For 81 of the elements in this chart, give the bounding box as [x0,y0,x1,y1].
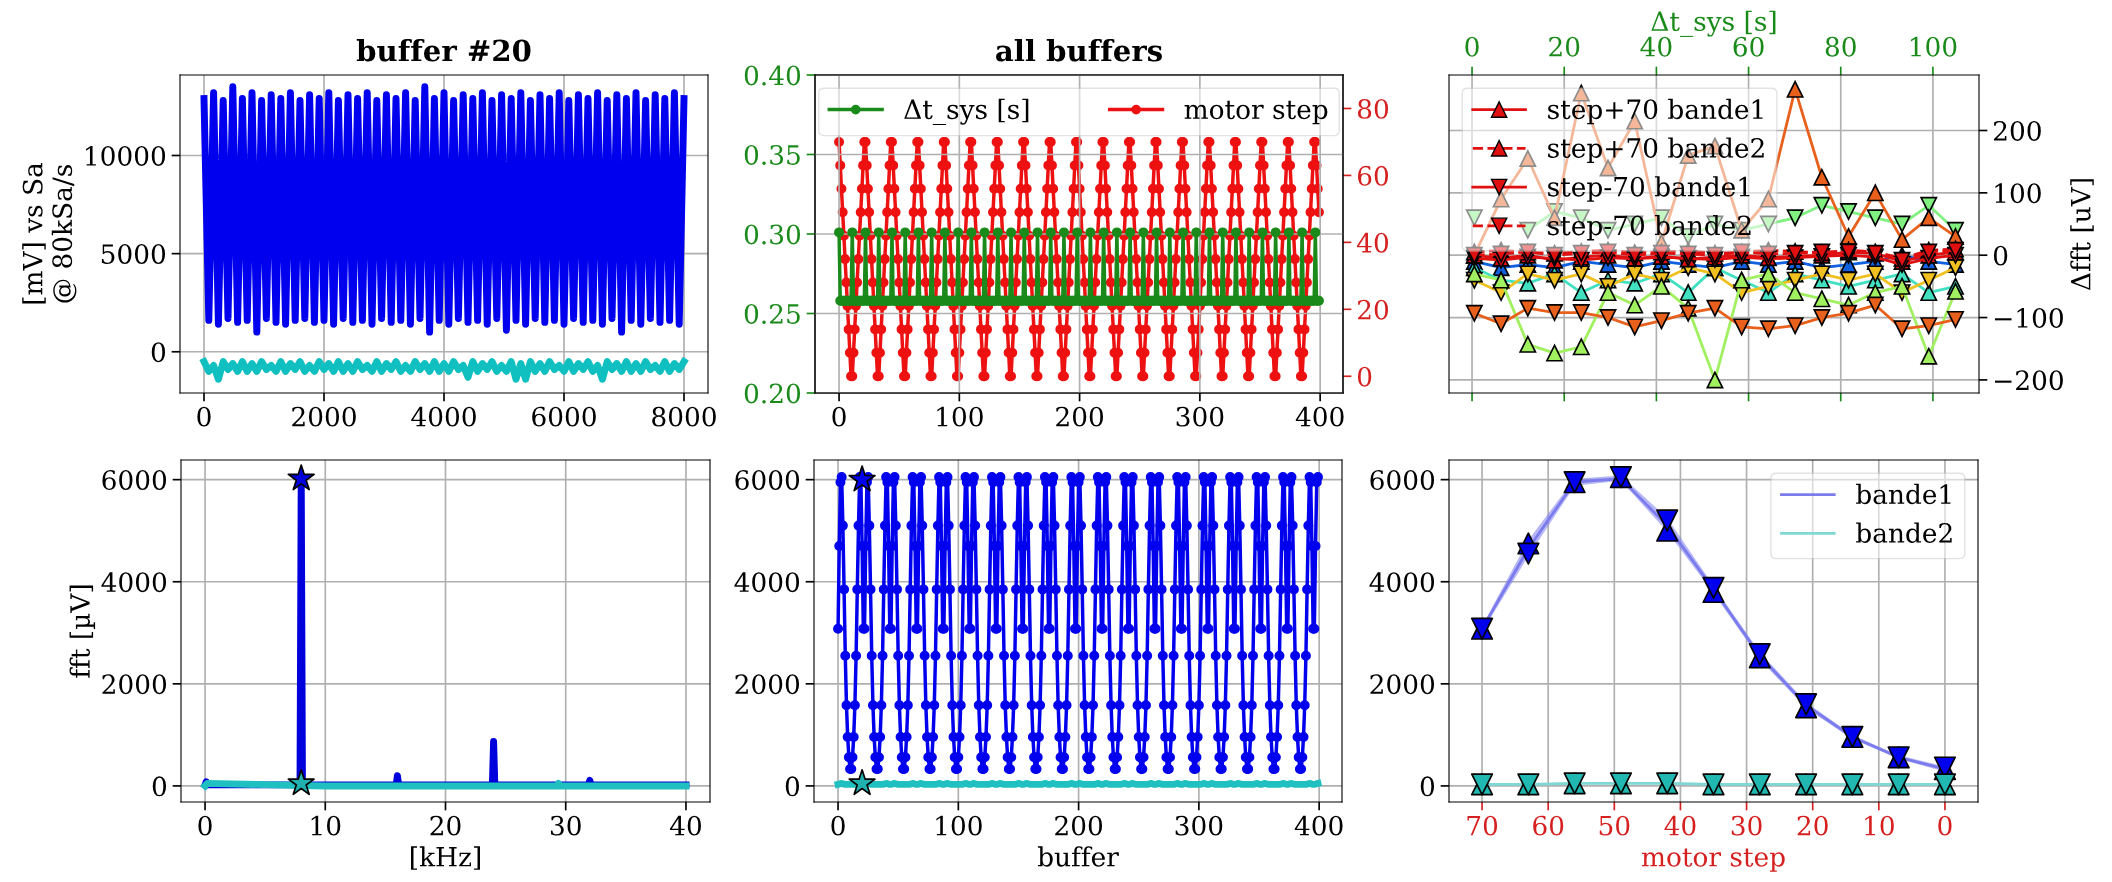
chart-title: all buffers [996,38,1162,62]
y2-tick-label: 20 [1357,299,1389,320]
x-tick-label: 300 [1176,406,1224,427]
y-tick-label: 0.25 [744,303,800,324]
legend-label: motor step [1184,100,1328,125]
x-tick-label: 40 [1640,36,1672,57]
y-tick-label: 2000 [102,674,167,695]
x-tick-label: 400 [1295,406,1344,427]
y-tick-label: 0 [785,776,800,797]
x-tick-label: 20 [1797,815,1828,836]
x-axis-title: [kHz] [411,846,480,870]
y-tick-label: 2000 [1370,674,1435,695]
y2-tick-label: 60 [1357,165,1389,186]
x-tick-label: 40 [669,815,701,836]
y-tick-label: 4000 [1369,572,1435,593]
x-tick-label: 30 [1731,815,1762,836]
legend-label: bande1 [1856,483,1951,505]
x-tick-label: 20 [1549,36,1580,57]
x-tick-label: 8000 [652,406,716,427]
y-tick-label: 0.35 [744,144,800,165]
x-tick-label: 60 [1533,815,1564,836]
x-tick-label: 0 [1465,36,1479,57]
x-tick-label: 200 [1055,815,1103,836]
y2-tick-label: 40 [1357,232,1389,253]
y-tick-label: 0 [1993,245,2008,266]
x-tick-label: 40 [1664,815,1696,836]
y-tick-label: 2000 [735,674,800,695]
x-tick-label: 10 [311,815,341,836]
x-tick-label: 2000 [292,406,356,427]
x-tick-label: 300 [1175,815,1223,836]
legend-label: bande2 [1856,522,1952,543]
y-tick-label: 0.40 [744,65,801,86]
legend-label: step-70 bande1 [1548,176,1750,202]
x-tick-label: 70 [1467,815,1498,836]
x-tick-label: 0 [198,815,212,836]
y-axis-title: fft [µV] [69,585,96,678]
x-tick-label: 0 [831,815,845,836]
y2-tick-label: 80 [1357,98,1389,119]
y-tick-label: 4000 [101,572,167,593]
legend-label: step-70 bande2 [1548,214,1751,241]
y-tick-label: 6000 [735,470,800,491]
y-tick-label: 0 [152,776,167,797]
x-axis-title: Δt_sys [s] [1651,10,1776,37]
chart-title: buffer #20 [356,38,531,62]
x-tick-label: 100 [937,406,983,427]
x-tick-label: 6000 [532,406,596,427]
x-tick-label: 30 [550,815,581,836]
x-tick-label: 10 [1865,815,1894,836]
x-axis-title: motor step [1641,848,1785,872]
y-tick-label: −100 [1994,307,2063,328]
x-tick-label: 100 [1910,36,1957,57]
y-tick-label: 4000 [734,572,800,593]
y-tick-label: 200 [1993,120,2041,141]
y-tick-label: 0 [151,342,166,363]
y-axis-title: [mV] vs Sa @ 80kSa/s [22,162,77,304]
x-tick-label: 80 [1825,36,1856,57]
x-tick-label: 100 [936,815,982,836]
legend-label: step+70 bande1 [1548,98,1763,125]
x-tick-label: 0 [197,406,211,427]
legend-label: step+70 bande2 [1548,137,1764,164]
x-tick-label: 400 [1294,815,1343,836]
x-axis-title: buffer [1037,846,1119,867]
x-tick-label: 0 [1938,815,1952,836]
y-tick-label: 10000 [86,145,166,166]
x-tick-label: 0 [832,406,846,427]
y-tick-label: 0.30 [744,224,801,245]
y-axis-title: Δfft [uV] [2070,179,2094,291]
y-tick-label: 6000 [102,470,167,491]
x-tick-label: 4000 [411,406,476,427]
x-tick-label: 20 [430,815,461,836]
y-tick-label: 5000 [101,244,166,265]
y-tick-label: 100 [1995,183,2041,204]
legend-label: Δt_sys [s] [904,98,1029,126]
y-tick-label: 6000 [1370,470,1435,491]
y-tick-label: 0 [1420,776,1435,797]
x-tick-label: 200 [1056,406,1104,427]
x-tick-label: 50 [1599,815,1630,836]
y-tick-label: 0.20 [744,383,801,404]
y-tick-label: −200 [1994,370,2063,391]
y2-tick-label: 0 [1357,366,1372,387]
x-tick-label: 60 [1733,36,1764,57]
